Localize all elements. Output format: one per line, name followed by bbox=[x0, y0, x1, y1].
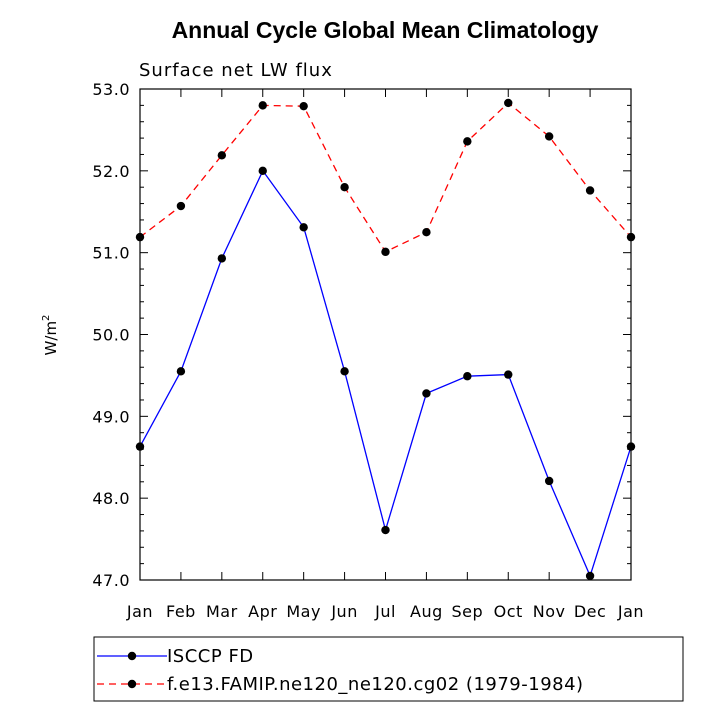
series-1-point bbox=[504, 98, 513, 108]
legend: ISCCP FD f.e13.FAMIP.ne120_ne120.cg02 (19… bbox=[93, 636, 684, 702]
x-tick-label: Mar bbox=[206, 602, 238, 621]
series-1-point bbox=[340, 183, 349, 192]
legend-label-0: ISCCP FD bbox=[167, 646, 254, 667]
axis-ticks bbox=[139, 88, 632, 581]
series-line-1 bbox=[139, 102, 632, 253]
y-axis-label-superscript: 2 bbox=[41, 315, 52, 321]
series-0-point bbox=[504, 370, 513, 379]
y-tick-label: 48.0 bbox=[92, 489, 130, 508]
series-0-point bbox=[176, 367, 186, 376]
series-1-point bbox=[463, 137, 472, 146]
series-1-point bbox=[585, 186, 595, 195]
series-0-point bbox=[381, 525, 390, 535]
x-tick-label: Dec bbox=[574, 602, 606, 621]
series-0-point bbox=[585, 571, 595, 581]
x-tick-label: Jun bbox=[330, 602, 358, 621]
series-line-0 bbox=[139, 169, 632, 578]
x-tick-label: Aug bbox=[410, 602, 443, 621]
x-tick-label: Feb bbox=[166, 602, 196, 621]
legend-box bbox=[93, 636, 684, 702]
series-0-point bbox=[463, 372, 472, 381]
x-tick-labels: Jan Feb Mar Apr May Jun Jul Aug Sep Oct Nov Dec Jan bbox=[126, 602, 644, 621]
x-tick-label: Jan bbox=[126, 602, 153, 621]
series-1-point bbox=[422, 228, 431, 237]
x-tick-label: May bbox=[286, 602, 321, 621]
series-layer bbox=[135, 98, 636, 581]
legend-label-1: f.e13.FAMIP.ne120_ne120.cg02 (1979-1984) bbox=[167, 674, 584, 695]
svg-text:W/m2: W/m2 bbox=[41, 315, 60, 356]
y-tick-label: 51.0 bbox=[92, 244, 130, 263]
x-tick-label: Oct bbox=[494, 602, 523, 621]
y-tick-label: 47.0 bbox=[92, 571, 130, 590]
y-axis-label: W/m2 bbox=[41, 315, 60, 356]
y-tick-label: 49.0 bbox=[92, 407, 130, 426]
legend-marker-1 bbox=[127, 679, 137, 689]
y-tick-label: 53.0 bbox=[92, 80, 130, 99]
series-0-point bbox=[258, 166, 267, 176]
series-1-point bbox=[258, 101, 267, 110]
plot-frame bbox=[139, 88, 632, 581]
series-0-point bbox=[544, 476, 554, 486]
chart-title: Annual Cycle Global Mean Climatology bbox=[172, 17, 599, 43]
series-1-point bbox=[176, 201, 186, 211]
y-tick-labels: 47.0 48.0 49.0 50.0 51.0 52.0 53.0 bbox=[92, 80, 130, 590]
y-tick-label: 52.0 bbox=[92, 162, 130, 181]
series-1-point bbox=[544, 132, 554, 141]
chart-subtitle: Surface net LW flux bbox=[139, 60, 333, 81]
series-1-point bbox=[299, 101, 308, 111]
legend-marker-0 bbox=[127, 651, 137, 661]
x-tick-label: Sep bbox=[452, 602, 484, 621]
series-0-point bbox=[422, 389, 431, 398]
x-tick-label: Jul bbox=[374, 602, 396, 621]
series-0-point bbox=[299, 223, 308, 232]
y-tick-label: 50.0 bbox=[92, 326, 130, 345]
x-tick-label: Jan bbox=[617, 602, 644, 621]
x-tick-label: Apr bbox=[248, 602, 277, 621]
series-0-point bbox=[217, 254, 227, 263]
series-1-point bbox=[381, 247, 390, 257]
y-axis-label-text: W/m bbox=[42, 321, 60, 356]
series-1-point bbox=[217, 151, 227, 160]
series-0-point bbox=[340, 367, 349, 376]
x-tick-label: Nov bbox=[533, 602, 566, 621]
